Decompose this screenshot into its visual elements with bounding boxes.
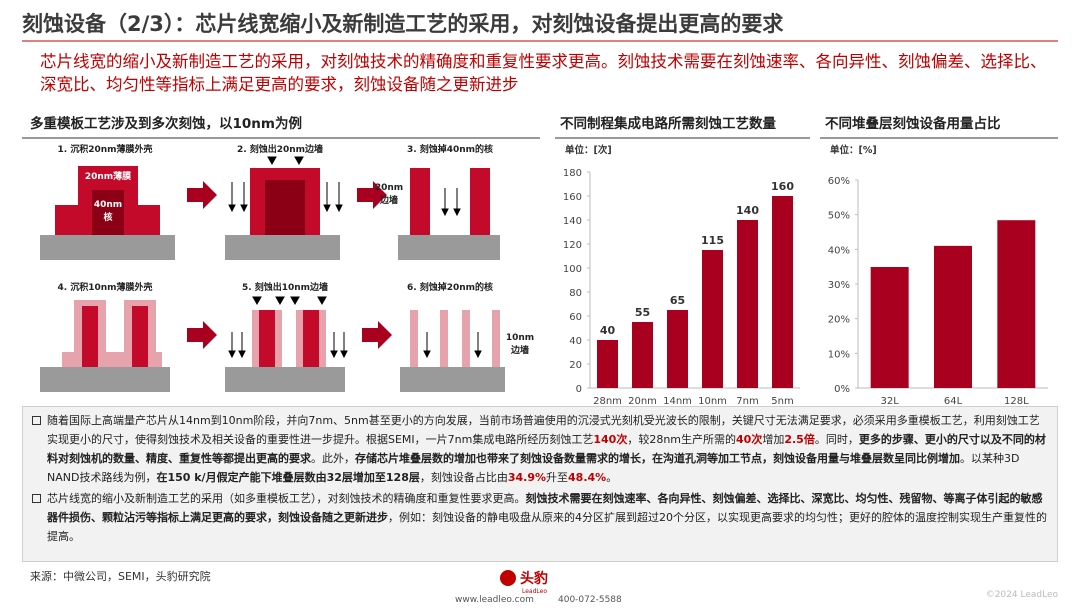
step-label: 5. 刻蚀出10nm边墙 [242,281,328,293]
y-tick-label: 20% [828,315,850,326]
summary: 芯片线宽的缩小及新制造工艺的采用，对刻蚀技术的精确度和重复性要求更高。刻蚀技术需… [40,52,1047,94]
bullet: 随着国际上高端量产芯片从14nm到10nm阶段，并向7nm、5nm甚至更小的方向… [31,411,1049,487]
y-tick-label: 60% [828,176,850,187]
data-label: 160 [771,180,794,193]
chart-title: 不同制程集成电路所需刻蚀工艺数量 [560,115,776,132]
x-tick-label: 10nm [698,396,727,405]
logo: 头豹 [520,570,548,587]
text: ，刻蚀设备占比由 [419,471,508,484]
text: 。此外， [311,452,355,465]
bar [597,340,618,388]
y-tick-label: 60 [569,312,582,323]
chart-title: 不同堆叠层刻蚀设备用量占比 [825,115,1001,132]
figures: 多重模板工艺涉及到多次刻蚀，以10nm为例 1. 沉积20nm薄膜外壳 2. 刻… [22,40,1058,405]
y-tick-label: 10% [828,349,850,360]
x-tick-label: 20nm [628,396,657,405]
x-tick-label: 5nm [771,396,793,405]
emphasis: 存储芯片堆叠层数的增加也带来了刻蚀设备数量需求的增长，在沟道孔洞等加工节点，刻蚀… [355,452,960,465]
data-label: 55 [635,306,650,319]
y-tick-label: 140 [563,216,582,227]
text: 升至 [546,471,569,484]
step-label: 1. 沉积20nm薄膜外壳 [57,143,152,155]
x-tick-label: 7nm [736,396,758,405]
source: 来源：中微公司，SEMI，头豹研究院 [30,570,211,583]
y-tick-label: 0 [576,384,582,395]
emphasis: 更多的步骤、更小的尺寸以及不同的材料对刻蚀机的数量、精度、重复性等都提出更高的要… [47,433,1046,465]
y-tick-label: 120 [563,240,582,251]
diagram-label: 40nm [94,200,122,210]
emphasis: 34.9% [507,471,547,484]
y-tick-label: 0% [834,384,850,395]
text: ，例如：刻蚀设备的静电吸盘从原来的4分区扩展到超过20个分区，以实现更高要求的均… [47,511,1047,543]
y-tick-label: 80 [569,288,582,299]
diagram-label: 20nm [375,183,403,193]
text: 。以某种3D NAND技术路线为例， [47,452,1020,484]
x-tick-label: 28nm [593,396,622,405]
y-tick-label: 20 [569,360,582,371]
data-label: 65 [670,294,685,307]
data-label: 115 [701,234,724,247]
step-label: 3. 刻蚀掉40nm的核 [407,143,493,155]
text: 。 [606,471,618,484]
x-tick-label: 128L [1004,396,1029,405]
bar [667,310,688,388]
step-label: 2. 刻蚀出20nm边墙 [237,143,323,155]
x-tick-label: 14nm [663,396,692,405]
step-label: 6. 刻蚀掉20nm的核 [407,281,493,293]
text: ，较28nm生产所需的 [627,433,737,446]
x-tick-label: 64L [944,396,963,405]
emphasis: 140次 [593,433,628,446]
y-tick-label: 30% [828,280,850,291]
diagram-label: 边墙 [510,344,529,356]
notes-box: 随着国际上高端量产芯片从14nm到10nm阶段，并向7nm、5nm甚至更小的方向… [22,406,1058,562]
y-tick-label: 40% [828,245,850,256]
text: 随着国际上高端量产芯片从14nm到10nm阶段，并向7nm、5nm甚至更小的方向… [47,414,1040,446]
emphasis: 48.4% [568,471,607,484]
y-tick-label: 100 [563,264,582,275]
bar [870,267,909,388]
bar [772,196,793,388]
step-label: 4. 沉积10nm薄膜外壳 [57,281,152,293]
unit-label: 单位：[次] [565,144,612,156]
bullet: 芯片线宽的缩小及新制造工艺的采用（如多重模板工艺），对刻蚀技术的精确度和重复性要… [31,489,1049,546]
website: www.leadleo.com [455,595,534,605]
footer-brand: 头豹 LeadLeo www.leadleo.com 400-072-5588 [455,570,622,605]
text: 。同时， [814,433,859,446]
bar [997,220,1036,388]
diagram-label: 20nm薄膜 [85,170,132,182]
diagram-label: 核 [103,211,112,223]
y-tick-label: 50% [828,211,850,222]
phone: 400-072-5588 [558,595,622,605]
data-label: 140 [736,204,759,217]
diagram-label: 边墙 [379,194,398,206]
emphasis: 在150 k/月假定产能下堆叠层数由32层增加至128层 [156,471,420,484]
unit-label: 单位：[%] [830,144,877,156]
emphasis: 40次 [736,433,763,446]
text: 芯片线宽的缩小及新制造工艺的采用（如多重模板工艺），对刻蚀技术的精确度和重复性要… [47,492,526,505]
bar [632,322,653,388]
bar [934,245,972,388]
diagram-label: 10nm [506,333,534,343]
y-tick-label: 40 [569,336,582,347]
copyright: ©2024 LeadLeo [985,590,1058,600]
diagram-title: 多重模板工艺涉及到多次刻蚀，以10nm为例 [30,115,302,132]
bar [737,220,758,388]
text: 增加 [762,433,785,446]
data-label: 40 [600,324,616,337]
diagram-shapes [40,156,505,392]
bar [702,250,723,388]
logo-mark [500,570,516,586]
y-tick-label: 160 [563,192,582,203]
slide-title: 刻蚀设备（2/3）：芯片线宽缩小及新制造工艺的采用，对刻蚀设备提出更高的要求 [22,12,784,36]
x-tick-label: 32L [881,396,900,405]
logo-sub: LeadLeo [522,588,547,595]
emphasis: 2.5倍 [784,433,815,446]
emphasis: 刻蚀技术需要在刻蚀速率、各向异性、刻蚀偏差、选择比、深宽比、均匀性、残留物、等离… [47,492,1043,524]
y-tick-label: 180 [563,168,582,179]
